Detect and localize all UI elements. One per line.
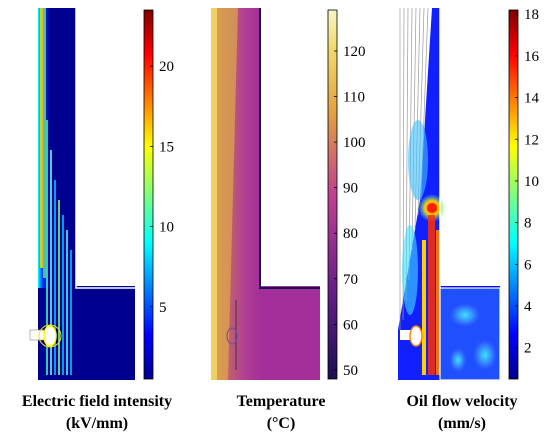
colorbar-tick-label: 60 [343,317,358,333]
colorbar-tick-label: 6 [524,257,532,273]
caption-electric-field-unit: (kV/mm) [66,415,128,432]
colorbar-tick-label: 10 [159,220,174,236]
colorbar-tick-label: 18 [524,7,539,23]
colorbar-ticks-oil-flow: 2 4 6 8 10 12 14 16 18 [515,7,540,357]
panel-electric-field: 5 10 15 20 Electric field intensity (kV/mm) [22,8,174,432]
colorbar-tick-label: 10 [524,174,539,190]
colorbar-electric-field [143,9,154,380]
colorbar-oil-flow [508,9,519,380]
colorbar-tick-label: 16 [524,49,540,65]
temperature-plot [205,8,320,380]
caption-temperature-unit: (°C) [267,415,296,432]
caption-temperature: Temperature [237,393,326,410]
caption-oil-flow: Oil flow velocity [406,393,517,410]
colorbar-tick-label: 5 [159,300,167,316]
oil-flow-plot [392,7,501,381]
panel-oil-flow: 2 4 6 8 10 12 14 16 18 Oil flow velocity (mm/s) [392,7,540,432]
caption-oil-flow-unit: (mm/s) [438,415,486,432]
colorbar-tick-label: 90 [343,181,358,197]
colorbar-tick-label: 14 [524,91,540,107]
colorbar-tick-label: 8 [524,216,532,232]
field-plot [29,8,136,380]
caption-electric-field: Electric field intensity [22,393,172,410]
colorbar-temperature [327,9,338,380]
colorbar-tick-label: 12 [524,132,539,148]
colorbar-tick-label: 80 [343,226,358,242]
panel-temperature: 50 60 70 80 90 100 110 120 Temperature (°C) [205,8,366,432]
colorbar-tick-label: 50 [343,363,358,379]
colorbar-tick-label: 20 [159,59,174,75]
colorbar-tick-label: 15 [159,139,174,155]
colorbar-tick-label: 110 [343,90,365,106]
colorbar-tick-label: 100 [343,135,366,151]
colorbar-ticks-electric-field: 5 10 15 20 [150,59,174,316]
colorbar-tick-label: 2 [524,341,532,357]
colorbar-tick-label: 70 [343,272,358,288]
colorbar-ticks-temperature: 50 60 70 80 90 100 110 120 [334,44,366,379]
colorbar-tick-label: 4 [524,299,532,315]
colorbar-tick-label: 120 [343,44,366,60]
